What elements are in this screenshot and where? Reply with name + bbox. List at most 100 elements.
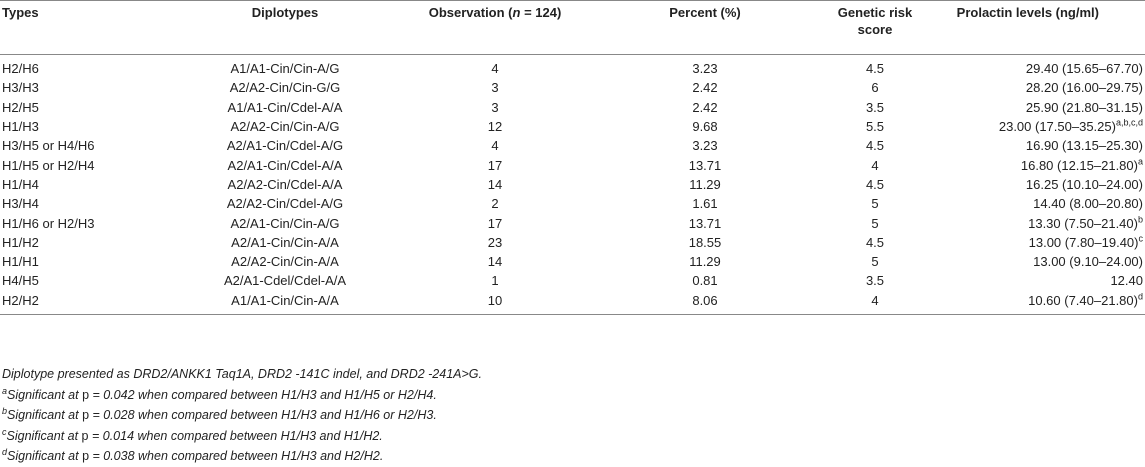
table-cell: 3.23 bbox=[692, 138, 718, 154]
superscript: a bbox=[2, 385, 8, 396]
table-cell: 3.5 bbox=[865, 273, 885, 289]
table-cell: H4/H5 bbox=[2, 273, 39, 289]
table-cell: 14 bbox=[487, 254, 503, 270]
header-cell: Diplotypes bbox=[251, 5, 319, 20]
superscript: c bbox=[2, 426, 7, 437]
table-cell: 10.60 (7.40–21.80)d bbox=[920, 291, 1145, 315]
data-table: Types Diplotypes Observation (n = 124) P… bbox=[0, 0, 1145, 315]
table-cell: 23.00 (17.50–35.25)a,b,c,d bbox=[920, 117, 1145, 136]
table-cell: A2/A2-Cin/Cin-G/G bbox=[229, 80, 341, 96]
table-cell: A1/A1-Cin/Cdel-A/A bbox=[227, 99, 343, 115]
table-row: H1/H2 A2/A1-Cin/Cin-A/A 23 18.55 4.5 13.00 (7… bbox=[0, 233, 1145, 252]
table-cell: 1.61 bbox=[692, 196, 718, 212]
table-cell: H1/H4 bbox=[2, 176, 39, 192]
table-cell: 18.55 bbox=[688, 234, 722, 250]
table-row: H2/H5 A1/A1-Cin/Cdel-A/A 3 2.42 3.5 25.90 (21… bbox=[0, 98, 1145, 117]
table-cell: 5 bbox=[871, 215, 879, 231]
table-row: H4/H5 A2/A1-Cdel/Cdel-A/A 1 0.81 3.5 12.40 bbox=[0, 271, 1145, 290]
table-cell: H2/H5 bbox=[2, 99, 39, 115]
table-cell: 29.40 (15.65–67.70) bbox=[920, 55, 1145, 79]
footnote-text: p bbox=[82, 408, 90, 422]
table-cell: 28.20 (16.00–29.75) bbox=[920, 78, 1145, 97]
footnote-text: = 0.042 when compared between H1/H3 and … bbox=[89, 387, 437, 402]
header-cell: Percent (%) bbox=[669, 5, 741, 20]
footnote-text: Significant at bbox=[6, 428, 82, 443]
cell-text: 13.30 (7.50–21.40) bbox=[1028, 215, 1138, 231]
header-cell: Genetic risk score bbox=[837, 5, 913, 37]
cell-text: 16.80 (12.15–21.80) bbox=[1020, 157, 1138, 173]
table-header: Types Diplotypes Observation (n = 124) P… bbox=[0, 0, 1145, 55]
table-cell: 4.5 bbox=[865, 61, 885, 77]
table-cell: A2/A2-Cin/Cdel-A/A bbox=[227, 176, 343, 192]
cell-text: 13.00 (9.10–24.00) bbox=[1033, 254, 1143, 270]
superscript: d bbox=[2, 446, 8, 457]
table-cell: 4 bbox=[871, 292, 879, 308]
header-cell: Observation (n = 124) bbox=[410, 1, 580, 55]
table-cell: 4 bbox=[491, 138, 499, 154]
superscript: b bbox=[2, 405, 8, 416]
footnote-text: p bbox=[81, 428, 89, 443]
table-cell: 3 bbox=[491, 80, 499, 96]
table-cell: A2/A1-Cin/Cin-A/A bbox=[231, 234, 339, 250]
table-cell: H2/H6 bbox=[2, 61, 39, 77]
cell-text: 25.90 (21.80–31.15) bbox=[1025, 99, 1143, 115]
header-cell: Types bbox=[2, 5, 39, 20]
cell-text: 10.60 (7.40–21.80) bbox=[1028, 292, 1138, 308]
table-cell: 11.29 bbox=[689, 176, 721, 192]
superscript: b bbox=[1137, 214, 1143, 225]
table-row: H2/H6 A1/A1-Cin/Cin-A/G 4 3.23 4.5 29.40 (15.… bbox=[0, 55, 1145, 79]
footnote-text: = 0.028 when compared between H1/H3 and … bbox=[89, 408, 437, 422]
table-cell: 5.5 bbox=[865, 119, 885, 135]
table-row: H1/H5 or H2/H4 A2/A1-Cin/Cdel-A/A 17 13.71 4… bbox=[0, 155, 1145, 174]
table-cell: 2 bbox=[491, 196, 499, 212]
footnote-text: Significant at bbox=[7, 449, 83, 463]
table-cell: H1/H5 or H2/H4 bbox=[2, 157, 95, 173]
header-text: Observation ( bbox=[428, 5, 513, 20]
footnotes: Diplotype presented as DRD2/ANKK1 Taq1A,… bbox=[2, 364, 482, 467]
footnote-text: Significant at bbox=[7, 408, 83, 422]
table-cell: 13.30 (7.50–21.40)b bbox=[920, 213, 1145, 232]
table-cell: H1/H2 bbox=[2, 234, 39, 250]
footnote: bSignificant at p = 0.028 when compared … bbox=[2, 405, 482, 426]
table-cell: 5 bbox=[871, 196, 879, 212]
table-cell: A2/A1-Cdel/Cdel-A/A bbox=[223, 273, 347, 289]
table-cell: H3/H3 bbox=[2, 80, 39, 96]
table-cell: A2/A2-Cin/Cin-A/G bbox=[230, 119, 340, 135]
table-cell: H2/H2 bbox=[2, 292, 39, 308]
table-cell: 8.06 bbox=[692, 292, 718, 308]
table-cell: 2.42 bbox=[692, 80, 718, 96]
footnote: Diplotype presented as DRD2/ANKK1 Taq1A,… bbox=[2, 367, 482, 381]
footnote-text: p bbox=[82, 387, 90, 402]
table-cell: A2/A1-Cin/Cin-A/G bbox=[230, 215, 340, 231]
table-row: H1/H4 A2/A2-Cin/Cdel-A/A 14 11.29 4.5 16.25 (… bbox=[0, 175, 1145, 194]
table-row: H3/H5 or H4/H6 A2/A1-Cin/Cdel-A/G 4 3.23 4.5… bbox=[0, 136, 1145, 155]
cell-text: 12.40 bbox=[1110, 273, 1143, 289]
table-cell: 3.5 bbox=[865, 99, 885, 115]
table-cell: 13.71 bbox=[688, 157, 722, 173]
table-cell: 25.90 (21.80–31.15) bbox=[920, 98, 1145, 117]
superscript: d bbox=[1137, 291, 1143, 302]
table-cell: A2/A2-Cin/Cin-A/A bbox=[231, 254, 339, 270]
table-cell: H3/H5 or H4/H6 bbox=[2, 138, 95, 154]
cell-text: 23.00 (17.50–35.25) bbox=[998, 119, 1116, 135]
table-cell: 16.80 (12.15–21.80)a bbox=[920, 155, 1145, 174]
table-cell: 4.5 bbox=[865, 176, 885, 192]
table-cell: 23 bbox=[487, 234, 503, 250]
table-cell: 1 bbox=[491, 273, 499, 289]
header-text: = 124) bbox=[520, 5, 562, 20]
table-cell: A2/A2-Cin/Cdel-A/G bbox=[226, 196, 344, 212]
table-cell: 2.42 bbox=[692, 99, 718, 115]
table-cell: 9.68 bbox=[692, 119, 718, 135]
table-cell: 11.29 bbox=[689, 254, 721, 270]
footnote: dSignificant at p = 0.038 when compared … bbox=[2, 446, 482, 467]
table-row: H1/H6 or H2/H3 A2/A1-Cin/Cin-A/G 17 13.71 5 1… bbox=[0, 213, 1145, 232]
table-cell: 10 bbox=[487, 292, 503, 308]
table-cell: 4.5 bbox=[865, 138, 885, 154]
table-cell: 4 bbox=[491, 61, 499, 77]
footnote-text: p bbox=[82, 449, 90, 463]
header-text: n bbox=[512, 5, 521, 20]
footnote-text: Significant at bbox=[7, 387, 83, 402]
footnote: cSignificant at p = 0.014 when compared … bbox=[2, 426, 482, 447]
header-cell: Prolactin levels (ng/ml) bbox=[956, 5, 1099, 20]
